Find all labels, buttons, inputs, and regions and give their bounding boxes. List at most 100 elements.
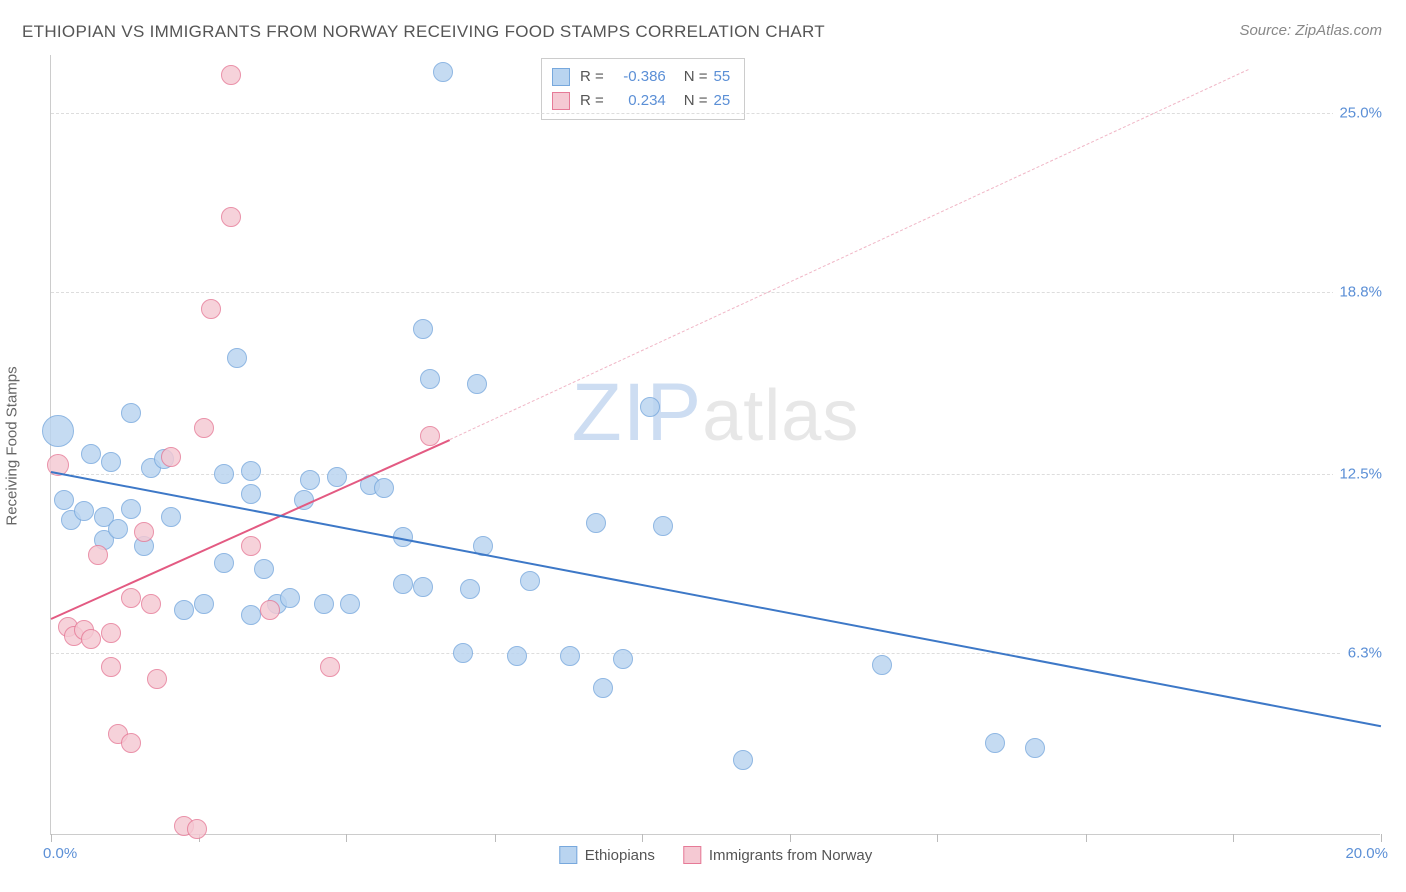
- data-point: [640, 397, 660, 417]
- data-point: [201, 299, 221, 319]
- chart-title: ETHIOPIAN VS IMMIGRANTS FROM NORWAY RECE…: [22, 22, 825, 42]
- x-axis-max-label: 20.0%: [1345, 845, 1388, 862]
- data-point: [214, 553, 234, 573]
- data-point: [141, 594, 161, 614]
- data-point: [147, 669, 167, 689]
- data-point: [653, 516, 673, 536]
- data-point: [81, 629, 101, 649]
- legend-row: R =-0.386N =55: [552, 65, 730, 89]
- legend-swatch: [552, 92, 570, 110]
- legend-text: R =0.234N =25: [580, 89, 730, 113]
- data-point: [161, 507, 181, 527]
- data-point: [241, 536, 261, 556]
- legend-label: Ethiopians: [585, 847, 655, 864]
- legend-text: R =-0.386N =55: [580, 65, 730, 89]
- data-point: [507, 646, 527, 666]
- legend-item: Ethiopians: [559, 846, 655, 864]
- watermark: ZIPatlas: [572, 366, 860, 460]
- data-point: [467, 374, 487, 394]
- x-tick: [1233, 834, 1234, 842]
- data-point: [101, 657, 121, 677]
- data-point: [54, 490, 74, 510]
- data-point: [420, 369, 440, 389]
- data-point: [314, 594, 334, 614]
- trend-line: [51, 471, 1381, 727]
- data-point: [241, 461, 261, 481]
- data-point: [88, 545, 108, 565]
- data-point: [393, 574, 413, 594]
- x-tick: [937, 834, 938, 842]
- data-point: [300, 470, 320, 490]
- data-point: [413, 319, 433, 339]
- data-point: [101, 623, 121, 643]
- data-point: [42, 415, 74, 447]
- data-point: [174, 600, 194, 620]
- watermark-atlas: atlas: [702, 376, 859, 456]
- series-legend: Ethiopians Immigrants from Norway: [559, 846, 872, 864]
- data-point: [413, 577, 433, 597]
- y-axis-title: Receiving Food Stamps: [4, 366, 21, 525]
- trend-line: [450, 69, 1248, 440]
- data-point: [227, 348, 247, 368]
- x-tick: [790, 834, 791, 842]
- data-point: [586, 513, 606, 533]
- data-point: [161, 447, 181, 467]
- data-point: [280, 588, 300, 608]
- data-point: [134, 522, 154, 542]
- data-point: [194, 418, 214, 438]
- x-tick: [1381, 834, 1382, 842]
- data-point: [453, 643, 473, 663]
- y-axis-label: 6.3%: [1342, 645, 1382, 662]
- data-point: [593, 678, 613, 698]
- data-point: [1025, 738, 1045, 758]
- legend-swatch: [559, 846, 577, 864]
- data-point: [260, 600, 280, 620]
- gridline: [51, 113, 1380, 114]
- data-point: [108, 519, 128, 539]
- watermark-zip: ZIP: [572, 367, 703, 458]
- data-point: [560, 646, 580, 666]
- x-tick: [642, 834, 643, 842]
- y-axis-label: 12.5%: [1333, 465, 1382, 482]
- legend-swatch: [552, 68, 570, 86]
- data-point: [254, 559, 274, 579]
- data-point: [241, 484, 261, 504]
- gridline: [51, 653, 1380, 654]
- legend-label: Immigrants from Norway: [709, 847, 872, 864]
- data-point: [520, 571, 540, 591]
- data-point: [327, 467, 347, 487]
- x-tick: [346, 834, 347, 842]
- data-point: [101, 452, 121, 472]
- x-axis-min-label: 0.0%: [43, 845, 77, 862]
- data-point: [374, 478, 394, 498]
- data-point: [241, 605, 261, 625]
- correlation-legend: R =-0.386N =55R =0.234N =25: [541, 58, 745, 120]
- legend-swatch: [683, 846, 701, 864]
- data-point: [187, 819, 207, 839]
- data-point: [194, 594, 214, 614]
- gridline: [51, 292, 1380, 293]
- data-point: [214, 464, 234, 484]
- data-point: [221, 65, 241, 85]
- data-point: [81, 444, 101, 464]
- data-point: [221, 207, 241, 227]
- data-point: [320, 657, 340, 677]
- data-point: [340, 594, 360, 614]
- chart-plot-area: ZIPatlas R =-0.386N =55R =0.234N =25 0.0…: [50, 55, 1380, 835]
- data-point: [985, 733, 1005, 753]
- x-tick: [51, 834, 52, 842]
- data-point: [872, 655, 892, 675]
- data-point: [74, 501, 94, 521]
- x-tick: [1086, 834, 1087, 842]
- data-point: [121, 733, 141, 753]
- data-point: [121, 588, 141, 608]
- data-point: [121, 499, 141, 519]
- data-point: [460, 579, 480, 599]
- source-attribution: Source: ZipAtlas.com: [1239, 22, 1382, 39]
- y-axis-label: 18.8%: [1333, 283, 1382, 300]
- y-axis-label: 25.0%: [1333, 104, 1382, 121]
- data-point: [121, 403, 141, 423]
- legend-item: Immigrants from Norway: [683, 846, 872, 864]
- data-point: [433, 62, 453, 82]
- data-point: [733, 750, 753, 770]
